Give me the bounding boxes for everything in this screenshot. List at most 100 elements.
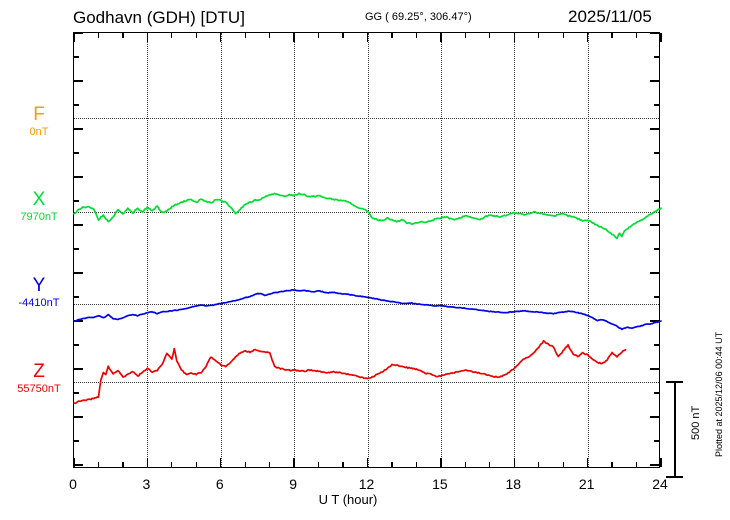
- trace-x: [73, 192, 662, 240]
- baseline-y: [74, 304, 659, 305]
- tick-right-18: [650, 464, 659, 466]
- tick-left-18: [74, 464, 83, 466]
- tick-bot-hour-23: [635, 462, 638, 467]
- observation-date: 2025/11/05: [568, 7, 652, 26]
- plot-area: [73, 32, 662, 468]
- tick-left-2: [74, 80, 83, 82]
- tick-left-11: [74, 296, 79, 298]
- tick-bot-hour-24: [660, 458, 662, 467]
- component-value-x: 7970nT: [20, 211, 58, 223]
- tick-bot-hour-1: [97, 462, 100, 467]
- x-tick-label-24: 24: [652, 476, 668, 492]
- tick-left-1: [74, 56, 79, 58]
- scale-bar-label: 500 nT: [690, 405, 702, 440]
- tick-left-17: [74, 440, 79, 442]
- component-glyph-x: X: [32, 189, 46, 210]
- tick-left-0: [74, 32, 83, 34]
- scale-bar-bottom-cap: [666, 476, 683, 478]
- tick-top-hour-7: [244, 33, 246, 38]
- tick-top-hour-22: [611, 33, 613, 38]
- scale-bar-line: [674, 381, 676, 478]
- component-glyph-f: F: [33, 104, 45, 125]
- component-glyph-z: Z: [33, 361, 45, 382]
- tick-left-13: [74, 344, 79, 346]
- tick-right-12: [650, 320, 659, 322]
- tick-top-hour-5: [195, 33, 197, 38]
- tick-bot-hour-6: [220, 458, 222, 467]
- tick-top-hour-19: [538, 33, 540, 38]
- x-tick-label-0: 0: [69, 476, 77, 492]
- tick-bot-hour-22: [611, 462, 613, 467]
- tick-top-hour-3: [146, 33, 149, 42]
- tick-top-hour-2: [122, 33, 124, 38]
- component-value-f: 0nT: [29, 126, 49, 138]
- tick-left-15: [74, 392, 79, 394]
- tick-bot-hour-11: [342, 462, 344, 467]
- tick-right-3: [654, 104, 659, 106]
- tick-right-0: [650, 32, 659, 34]
- tick-left-9: [74, 248, 79, 250]
- geographic-coordinates: GG ( 69.25°, 306.47°): [365, 11, 472, 23]
- gridline-hour-6: [220, 33, 222, 467]
- baseline-z: [74, 382, 659, 383]
- component-label-x: X 7970nT: [8, 190, 70, 224]
- tick-top-hour-12: [366, 33, 369, 42]
- tick-right-14: [650, 368, 659, 370]
- tick-right-15: [654, 392, 659, 394]
- trace-y: [73, 289, 662, 331]
- tick-top-hour-0: [73, 33, 75, 42]
- tick-bot-hour-15: [440, 458, 442, 467]
- tick-left-8: [74, 224, 83, 226]
- tick-top-hour-11: [342, 33, 344, 38]
- tick-left-10: [74, 272, 83, 274]
- tick-right-10: [650, 272, 659, 274]
- component-value-z: 55750nT: [17, 383, 61, 395]
- gridline-hour-21: [587, 33, 589, 467]
- x-axis-title-text: U T (hour): [318, 492, 378, 507]
- tick-bot-hour-20: [562, 462, 564, 467]
- tick-top-hour-14: [415, 33, 418, 38]
- tick-left-5: [74, 152, 79, 154]
- tick-top-hour-21: [586, 33, 589, 42]
- tick-top-hour-10: [317, 33, 320, 38]
- x-tick-label-6: 6: [215, 476, 224, 492]
- tick-right-4: [650, 128, 659, 130]
- gridline-hour-9: [294, 33, 296, 467]
- tick-bot-hour-3: [146, 458, 149, 467]
- x-tick-label-9: 9: [289, 476, 298, 492]
- tick-top-hour-8: [269, 33, 271, 38]
- x-tick-label-18: 18: [505, 476, 522, 492]
- page-title: Godhavn (GDH) [DTU]: [73, 8, 245, 27]
- tick-left-16: [74, 416, 83, 418]
- tick-bot-hour-0: [73, 458, 75, 467]
- tick-bot-hour-12: [366, 458, 369, 467]
- tick-top-hour-9: [293, 33, 295, 42]
- tick-bot-hour-16: [464, 462, 466, 467]
- x-tick-label-21: 21: [578, 476, 595, 492]
- tick-top-hour-4: [171, 33, 173, 38]
- tick-bot-hour-10: [317, 462, 320, 467]
- tick-bot-hour-8: [269, 462, 271, 467]
- gridline-hour-18: [514, 33, 516, 467]
- x-tick-label-15: 15: [432, 476, 448, 492]
- tick-bot-hour-17: [489, 462, 491, 467]
- tick-right-1: [654, 56, 659, 58]
- tick-left-4: [74, 128, 83, 130]
- plotted-timestamp: Plotted at 2025/12/06 00:44 UT: [714, 331, 724, 457]
- component-label-f: F 0nT: [8, 105, 70, 139]
- tick-right-2: [650, 80, 659, 82]
- trace-z: [73, 339, 627, 405]
- tick-top-hour-20: [562, 33, 564, 38]
- tick-top-hour-16: [464, 33, 466, 38]
- tick-right-7: [654, 200, 659, 202]
- tick-left-6: [74, 176, 83, 178]
- tick-right-16: [650, 416, 659, 418]
- x-tick-label-12: 12: [358, 476, 375, 492]
- tick-bot-hour-4: [171, 462, 173, 467]
- tick-bot-hour-13: [391, 462, 393, 467]
- tick-left-14: [74, 368, 83, 370]
- tick-top-hour-17: [489, 33, 491, 38]
- tick-top-hour-15: [440, 33, 442, 42]
- tick-left-7: [74, 200, 79, 202]
